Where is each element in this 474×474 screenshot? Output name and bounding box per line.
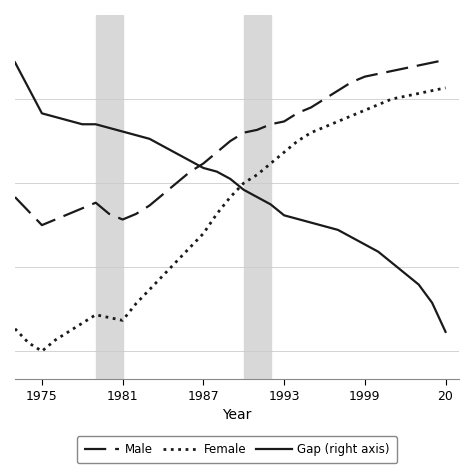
Bar (96, 15, 123, 379)
Bar (244, 15, 271, 379)
X-axis label: Year: Year (222, 408, 252, 422)
Legend: Male, Female, Gap (right axis): Male, Female, Gap (right axis) (77, 436, 397, 464)
